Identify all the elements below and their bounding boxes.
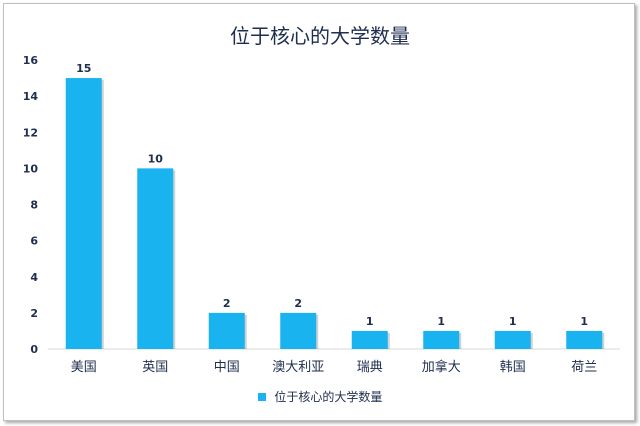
y-tick-label: 4 (30, 271, 38, 284)
x-tick-label: 澳大利亚 (272, 359, 324, 375)
bar (351, 330, 388, 349)
bar (137, 168, 174, 349)
chart-frame (3, 3, 635, 421)
y-tick-label: 6 (30, 235, 38, 248)
x-tick-label: 美国 (71, 360, 97, 375)
data-label: 1 (509, 315, 517, 328)
y-tick-label: 12 (23, 126, 38, 139)
x-tick-label: 加拿大 (422, 359, 461, 375)
legend-label: 位于核心的大学数量 (274, 390, 383, 404)
x-tick-label: 中国 (214, 360, 240, 375)
legend-swatch (257, 392, 266, 401)
y-tick-label: 2 (30, 307, 38, 320)
bar (423, 330, 460, 349)
bar (494, 330, 531, 349)
x-tick-label: 瑞典 (357, 360, 383, 375)
bar (566, 330, 603, 349)
y-tick-label: 14 (23, 90, 39, 103)
x-tick-label: 荷兰 (571, 360, 597, 375)
data-label: 2 (223, 297, 231, 310)
x-tick-label: 韩国 (500, 360, 526, 375)
y-tick-label: 8 (30, 199, 38, 212)
data-label: 2 (294, 297, 302, 310)
x-tick-label: 英国 (142, 360, 168, 375)
y-tick-label: 10 (23, 162, 39, 175)
data-label: 10 (148, 152, 164, 165)
y-tick-label: 16 (23, 54, 39, 67)
data-label: 15 (76, 62, 91, 75)
data-label: 1 (580, 315, 588, 328)
bar (280, 312, 317, 349)
bar (65, 78, 102, 349)
data-label: 1 (437, 315, 445, 328)
data-label: 1 (366, 315, 374, 328)
y-tick-label: 0 (30, 343, 38, 356)
bar (208, 312, 245, 349)
legend: 位于核心的大学数量 (0, 388, 640, 405)
chart-title: 位于核心的大学数量 (230, 24, 410, 48)
